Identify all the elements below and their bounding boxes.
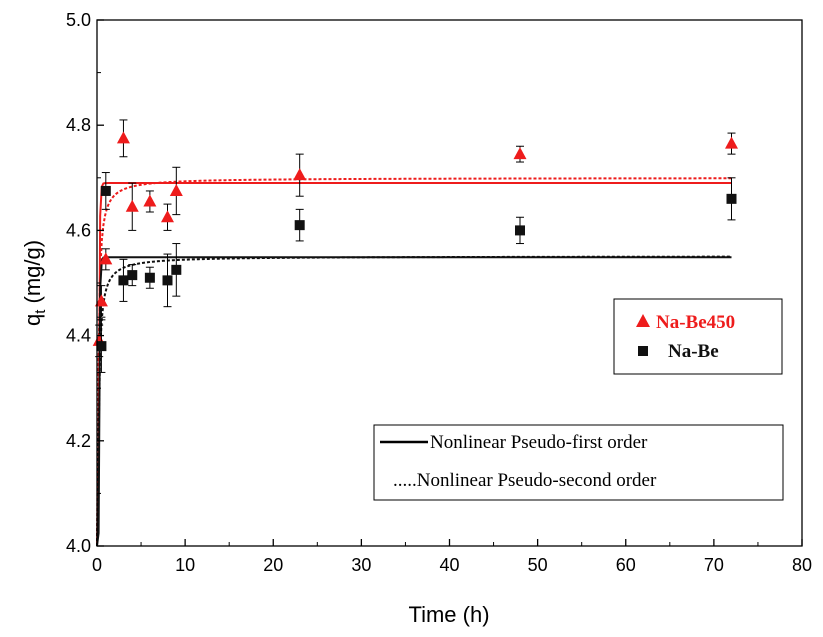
data-point-na-be bbox=[144, 272, 155, 283]
y-tick-label: 5.0 bbox=[66, 10, 91, 30]
data-point-na-be450 bbox=[513, 147, 527, 160]
fit-curve-pseudo-first-order bbox=[96, 182, 732, 547]
y-tick-label: 4.0 bbox=[66, 536, 91, 556]
data-point-na-be bbox=[100, 185, 111, 196]
data-point-na-be450 bbox=[143, 194, 157, 207]
data-point-na-be450 bbox=[125, 199, 139, 212]
y-axis-label-unit: (mg/g) bbox=[20, 240, 45, 310]
data-point-na-be bbox=[96, 341, 107, 352]
y-axis-label-subscript: t bbox=[32, 309, 49, 314]
y-tick-label: 4.4 bbox=[66, 326, 91, 346]
data-point-na-be450 bbox=[725, 136, 738, 149]
legend-markers: Na-Be450 Na-Be bbox=[613, 298, 783, 375]
fit-curve-pseudo-second-order bbox=[96, 255, 732, 547]
x-tick-label: 70 bbox=[704, 555, 724, 575]
data-point-na-be450 bbox=[116, 131, 130, 144]
legend-lines-box bbox=[373, 424, 784, 501]
y-axis-label: qt (mg/g) bbox=[20, 240, 49, 326]
legend-markers-box bbox=[613, 298, 783, 375]
x-tick-label: 80 bbox=[792, 555, 812, 575]
x-tick-label: 40 bbox=[439, 555, 459, 575]
y-tick-label: 4.2 bbox=[66, 431, 91, 451]
y-tick-label: 4.8 bbox=[66, 115, 91, 135]
axis-ticks: 0 10 20 30 40 50 60 70 80 4.0 4.2 4.4 4.6 4.8 5.0 bbox=[66, 10, 812, 575]
legend-triangle-marker bbox=[636, 314, 650, 327]
data-point-na-be450 bbox=[161, 210, 174, 223]
legend-label-pseudo-first-order: Nonlinear Pseudo-first order bbox=[430, 432, 648, 453]
x-tick-label: 10 bbox=[175, 555, 195, 575]
x-tick-label: 0 bbox=[92, 555, 102, 575]
y-tick-label: 4.6 bbox=[66, 220, 91, 240]
data-point-na-be bbox=[726, 193, 737, 204]
y-axis-label-main: q bbox=[20, 314, 45, 326]
x-tick-label: 30 bbox=[351, 555, 371, 575]
legend-label-na-be450: Na-Be450 bbox=[656, 312, 735, 333]
data-point-na-be bbox=[162, 275, 173, 286]
data-point-na-be bbox=[118, 275, 129, 286]
fit-curves bbox=[96, 177, 732, 547]
x-tick-label: 50 bbox=[528, 555, 548, 575]
data-points bbox=[92, 119, 738, 373]
data-point-na-be bbox=[294, 220, 305, 231]
x-tick-label: 20 bbox=[263, 555, 283, 575]
legend-label-na-be: Na-Be bbox=[668, 341, 719, 362]
data-point-na-be bbox=[515, 225, 525, 236]
data-point-na-be450 bbox=[99, 252, 113, 265]
data-point-na-be450 bbox=[169, 183, 183, 196]
data-point-na-be450 bbox=[293, 168, 307, 181]
legend-square-marker bbox=[638, 346, 648, 356]
fit-curve-pseudo-second-order bbox=[96, 177, 732, 547]
data-point-na-be450 bbox=[94, 294, 108, 307]
data-point-na-be bbox=[127, 270, 138, 281]
legend-lines: Nonlinear Pseudo-first order .....Nonlin… bbox=[373, 424, 784, 501]
data-point-na-be bbox=[171, 264, 182, 275]
x-tick-label: 60 bbox=[616, 555, 636, 575]
x-axis-label: Time (h) bbox=[408, 602, 489, 627]
legend-label-pseudo-second-order: .....Nonlinear Pseudo-second order bbox=[393, 470, 657, 491]
